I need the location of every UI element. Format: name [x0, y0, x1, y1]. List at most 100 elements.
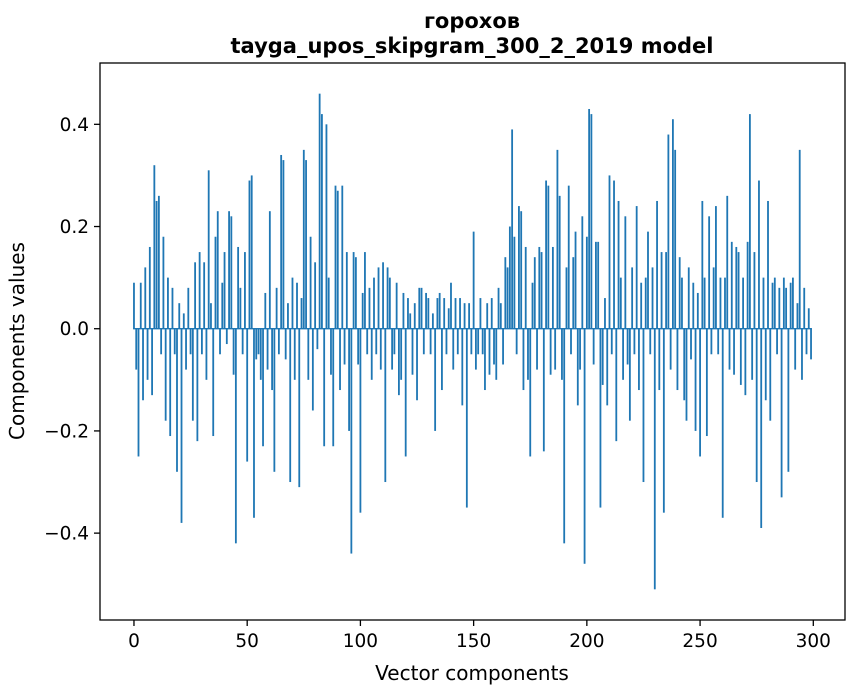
x-tick-label: 0	[128, 631, 140, 652]
bar	[681, 277, 683, 329]
bar	[635, 206, 638, 329]
bar	[676, 328, 679, 391]
bar	[805, 328, 808, 355]
bar	[142, 328, 144, 401]
bar	[558, 195, 561, 329]
bar	[705, 328, 708, 437]
bar	[309, 236, 312, 329]
bar	[515, 328, 518, 355]
bar	[386, 267, 389, 329]
bar	[499, 303, 502, 329]
bar	[574, 231, 577, 329]
bar	[155, 200, 158, 329]
bar	[699, 328, 701, 457]
bar	[617, 200, 620, 329]
bar	[807, 308, 810, 329]
bar	[685, 328, 688, 421]
bar	[434, 328, 437, 431]
bar	[631, 267, 634, 329]
bar	[486, 303, 489, 329]
bar	[393, 328, 396, 355]
bar	[185, 328, 187, 370]
bar	[255, 328, 258, 360]
bar	[703, 277, 706, 329]
bar	[160, 328, 163, 355]
bar	[287, 303, 289, 329]
bar	[583, 328, 586, 564]
bar	[212, 328, 215, 437]
bar	[178, 303, 181, 329]
bar	[724, 277, 726, 329]
bar	[792, 277, 794, 329]
bar	[302, 149, 305, 329]
bar	[533, 257, 536, 329]
bar	[520, 211, 523, 329]
bar	[773, 277, 776, 329]
bar	[776, 328, 778, 355]
bar	[524, 246, 527, 329]
bar	[712, 267, 715, 329]
bar	[284, 328, 287, 360]
bar	[456, 328, 459, 355]
bar	[556, 149, 559, 329]
bar	[622, 328, 624, 380]
bar	[463, 303, 466, 329]
bar	[361, 292, 364, 329]
bar	[379, 328, 382, 370]
bar	[334, 185, 337, 329]
bar	[710, 328, 713, 355]
bar	[164, 328, 167, 421]
bar	[370, 328, 373, 380]
bar	[785, 287, 788, 329]
bar	[228, 211, 230, 329]
bar	[354, 257, 357, 329]
bar	[427, 298, 430, 329]
bar	[180, 328, 183, 523]
bar	[431, 313, 434, 329]
bar	[377, 267, 380, 329]
bar	[307, 328, 310, 380]
bar	[735, 246, 738, 329]
bar	[565, 267, 568, 329]
bar	[443, 298, 446, 329]
bar	[624, 216, 627, 329]
bar	[268, 211, 271, 329]
bar	[234, 328, 237, 544]
bar	[325, 124, 328, 329]
bar	[459, 298, 461, 329]
bar	[314, 262, 317, 329]
bar	[690, 328, 692, 360]
bar	[447, 308, 450, 329]
bar	[715, 206, 717, 329]
bar	[606, 328, 609, 406]
bar	[633, 328, 636, 355]
bar	[280, 154, 283, 329]
bar	[407, 298, 409, 329]
bar	[271, 328, 273, 391]
bar	[422, 328, 425, 355]
bar	[323, 328, 326, 447]
bar	[511, 129, 514, 329]
bar	[146, 328, 149, 380]
bar	[717, 328, 720, 355]
bar	[660, 252, 663, 329]
bar	[508, 226, 511, 329]
bar	[253, 328, 255, 518]
bar	[300, 298, 303, 329]
bar	[425, 292, 427, 329]
bar	[400, 328, 403, 380]
bar	[244, 252, 246, 329]
chart-title: горохов	[424, 9, 520, 33]
bar	[651, 267, 654, 329]
bar	[438, 292, 441, 329]
bar	[293, 328, 296, 380]
bar	[352, 252, 355, 329]
bar	[662, 328, 665, 513]
bar	[169, 328, 172, 437]
bar	[223, 252, 226, 329]
bar	[796, 303, 799, 329]
bar	[581, 216, 584, 329]
bar	[613, 180, 615, 329]
bar	[250, 175, 253, 329]
bar	[787, 328, 790, 472]
